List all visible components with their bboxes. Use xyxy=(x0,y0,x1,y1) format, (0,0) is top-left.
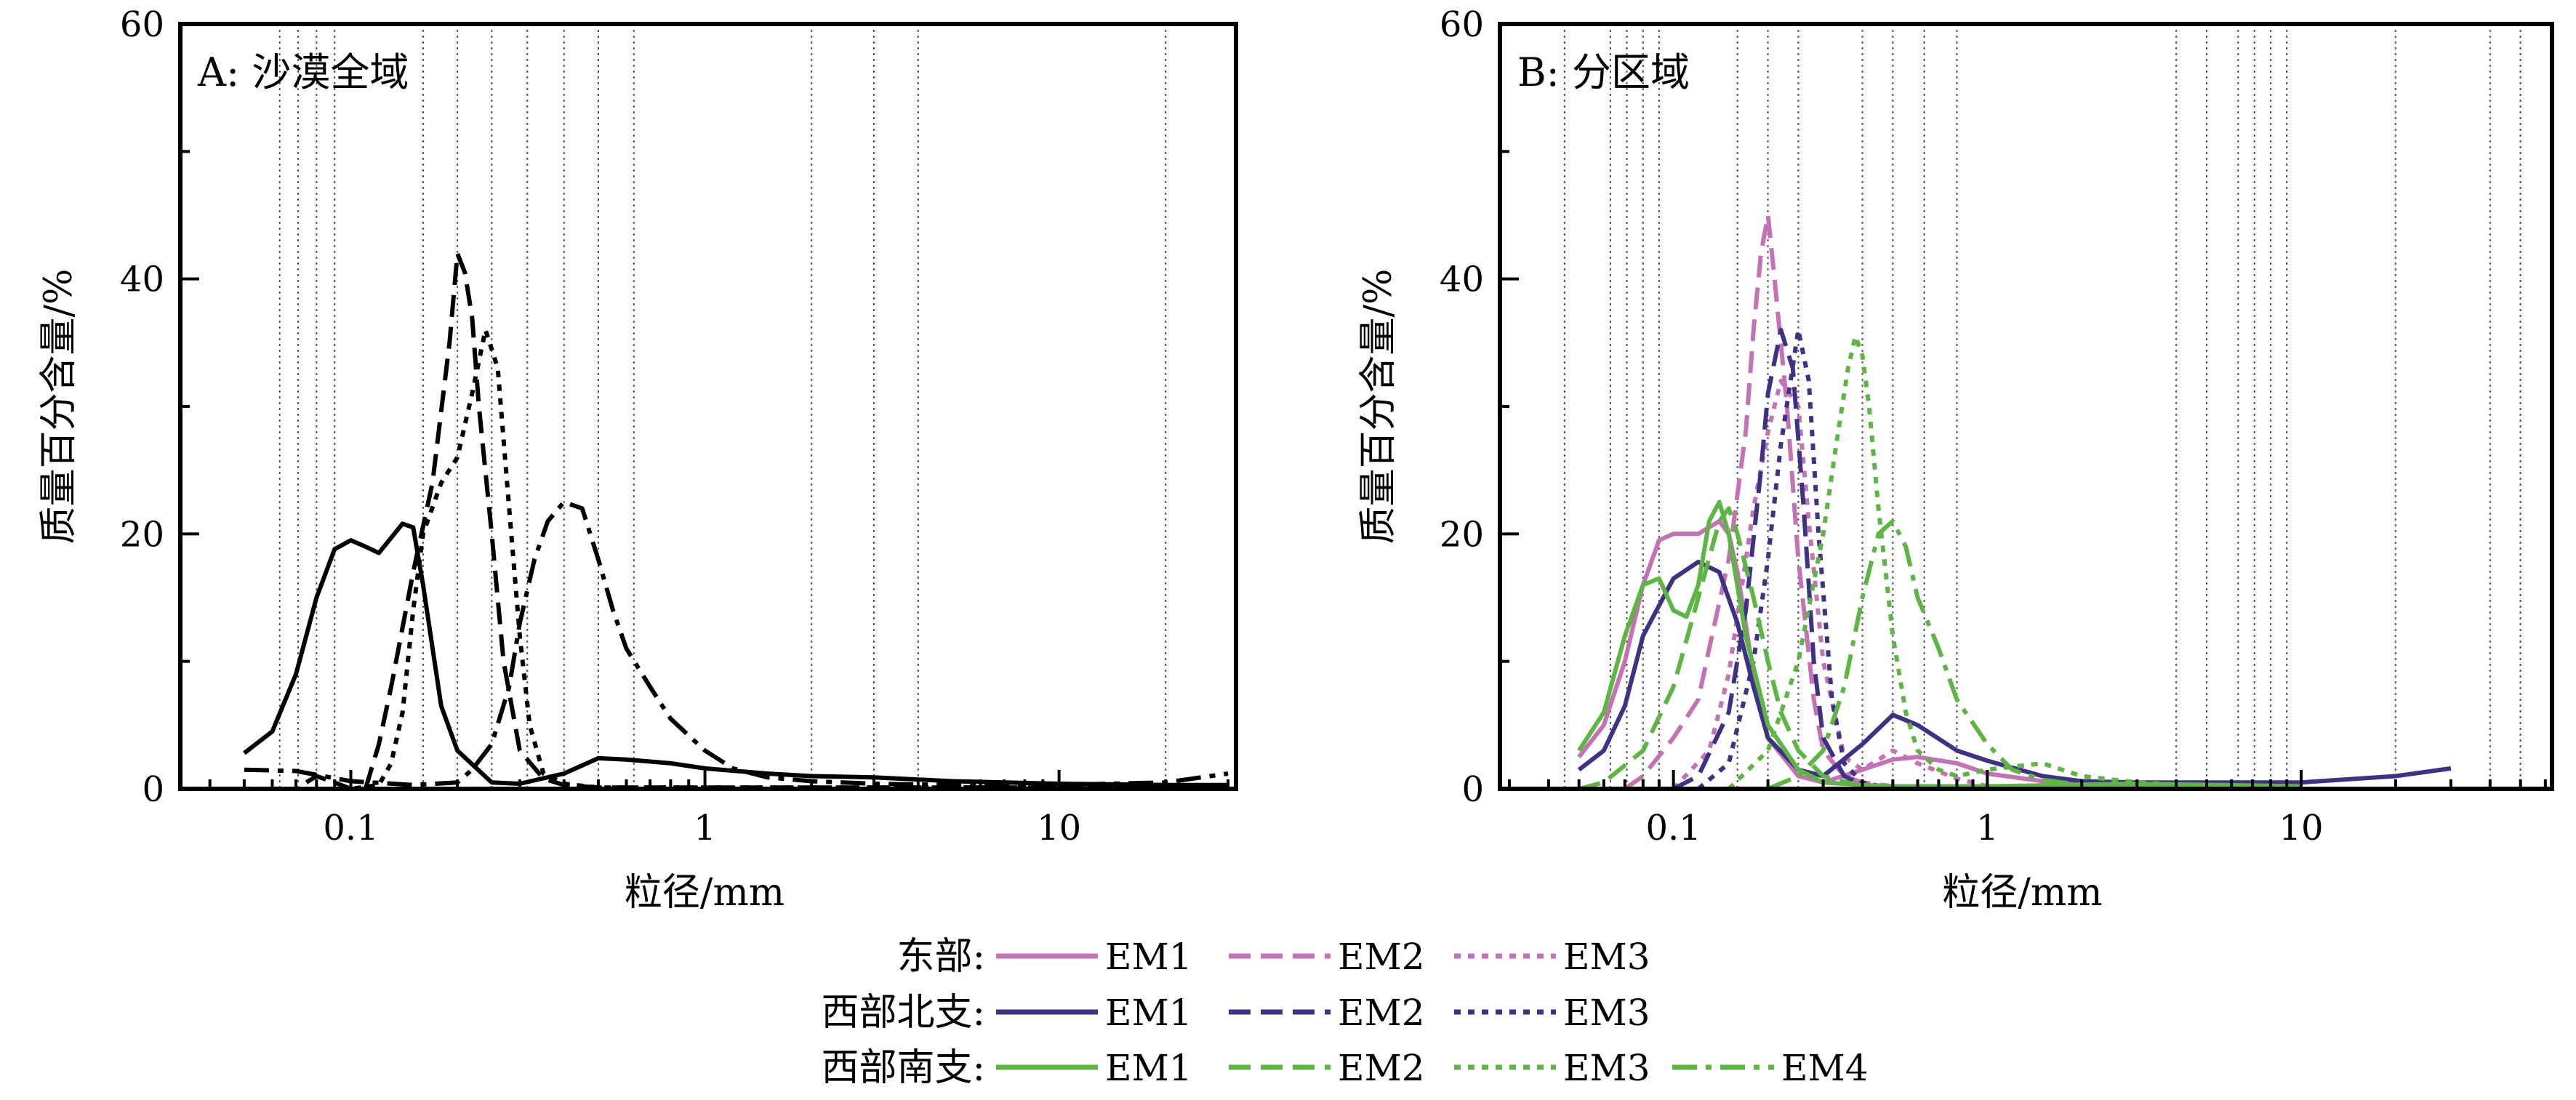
x-tick-label: 10 xyxy=(2279,808,2323,848)
legend-group-label: 西部北支: xyxy=(821,991,985,1035)
legend: 东部: EM1 EM2 EM3 西部北支: EM1 EM2 EM3 西部南支: EM1 EM2 EM3… xyxy=(821,935,1868,1090)
y-tick-label: 40 xyxy=(1440,260,1484,300)
y-tick-label: 40 xyxy=(120,260,164,300)
y-tick-label: 60 xyxy=(120,4,164,45)
legend-group-label: 西部南支: xyxy=(821,1046,985,1090)
legend-entry-label: EM3 xyxy=(1563,992,1650,1034)
series-line-0 xyxy=(243,521,1228,787)
legend-entry-label: EM2 xyxy=(1338,992,1425,1034)
y-axis-label: 质量百分含量/% xyxy=(37,269,81,545)
x-tick-label: 10 xyxy=(1037,808,1081,848)
legend-entry-label: EM3 xyxy=(1563,936,1650,978)
series-line-3 xyxy=(244,499,1229,787)
x-axis-label: 粒径/mm xyxy=(625,871,785,915)
panel-label: A: 沙漠全域 xyxy=(197,49,409,95)
legend-entry-label: EM1 xyxy=(1105,992,1192,1034)
series-em1-3 xyxy=(1577,559,2452,785)
y-tick-label: 20 xyxy=(120,514,164,555)
series-line-2 xyxy=(244,327,1228,791)
x-tick-label: 1 xyxy=(1976,808,1999,848)
series-em2-4 xyxy=(1672,327,1893,791)
series-em3-8 xyxy=(1727,334,2302,791)
plot-frame xyxy=(1498,22,2554,791)
y-axis-label: 质量百分含量/% xyxy=(1357,269,1400,545)
x-tick-label: 0.1 xyxy=(1645,808,1701,848)
y-tick-label: 60 xyxy=(1440,4,1484,45)
y-tick-label: 20 xyxy=(1440,514,1484,555)
series-em3-5 xyxy=(1696,327,1894,791)
series-em4-9 xyxy=(1767,518,2302,791)
legend-entry-label: EM2 xyxy=(1338,1047,1425,1089)
x-tick-label: 0.1 xyxy=(323,808,378,848)
series-em1-6 xyxy=(1577,499,2302,789)
series-line-1 xyxy=(244,251,1228,791)
legend-entry-label: EM2 xyxy=(1338,936,1425,978)
legend-entry-label: EM1 xyxy=(1105,1047,1192,1089)
legend-group-label: 东部: xyxy=(896,935,985,979)
legend-entry-label: EM1 xyxy=(1105,936,1192,978)
plot-frame xyxy=(178,22,1238,791)
x-axis-label: 粒径/mm xyxy=(1942,871,2102,915)
panel-label: B: 分区域 xyxy=(1517,49,1690,95)
series-em2-1 xyxy=(1624,213,1988,791)
y-tick-label: 0 xyxy=(142,769,164,810)
series-em2-7 xyxy=(1578,506,1893,791)
legend-entry-label: EM3 xyxy=(1563,1047,1650,1089)
x-tick-label: 1 xyxy=(694,808,716,848)
legend-entry-label: EM4 xyxy=(1781,1047,1869,1089)
y-tick-label: 0 xyxy=(1461,769,1484,810)
